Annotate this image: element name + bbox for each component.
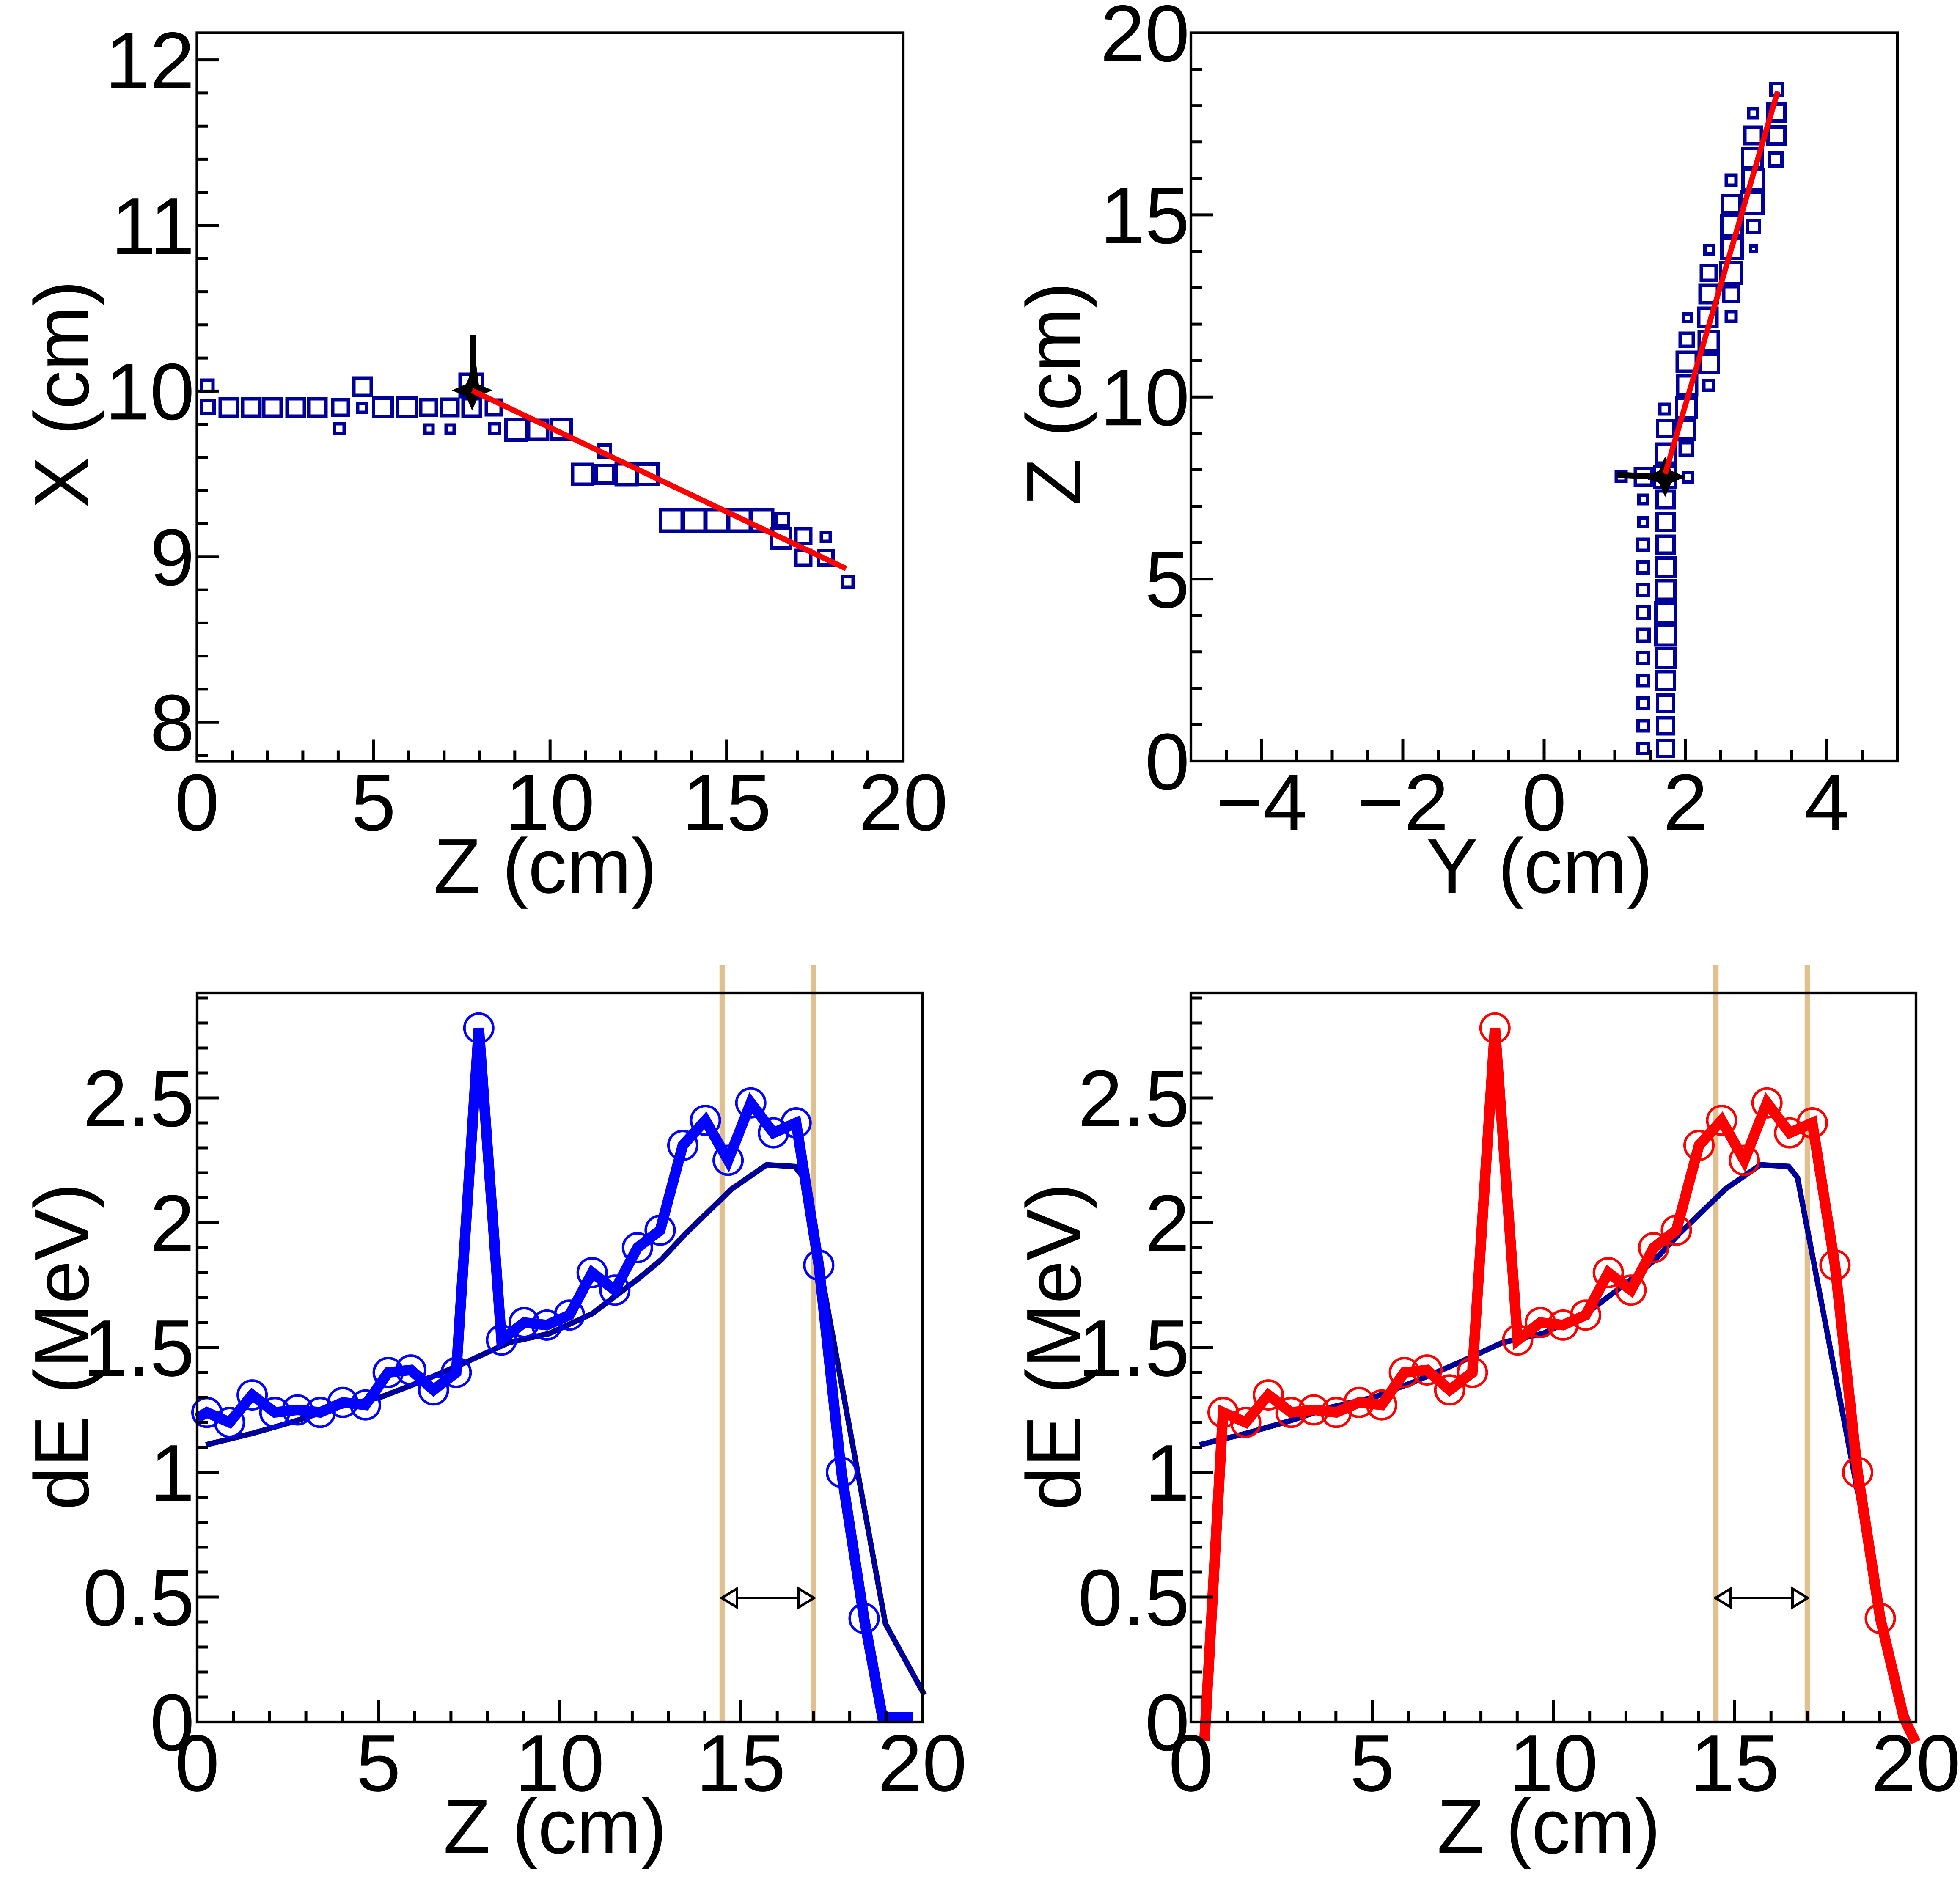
svg-text:dE (MeV): dE (MeV) (18, 1183, 105, 1510)
svg-text:0.5: 0.5 (1078, 1553, 1190, 1643)
svg-text:10: 10 (506, 758, 595, 847)
svg-text:11: 11 (111, 182, 195, 271)
svg-text:5: 5 (1145, 535, 1190, 625)
svg-text:1.5: 1.5 (1078, 1304, 1190, 1393)
svg-text:0: 0 (150, 1678, 195, 1768)
svg-text:0: 0 (175, 1719, 220, 1808)
svg-text:20: 20 (877, 1719, 967, 1808)
svg-text:5: 5 (351, 758, 396, 847)
svg-text:2.5: 2.5 (1078, 1054, 1190, 1144)
svg-text:dE (MeV): dE (MeV) (1010, 1183, 1097, 1510)
svg-text:X (cm): X (cm) (18, 281, 105, 509)
svg-text:0: 0 (1145, 717, 1190, 807)
svg-text:0: 0 (175, 758, 220, 847)
svg-text:4: 4 (1804, 758, 1849, 847)
svg-text:0: 0 (1522, 758, 1567, 847)
svg-text:Z (cm): Z (cm) (443, 1783, 667, 1870)
svg-text:0: 0 (1145, 1678, 1190, 1768)
svg-text:20: 20 (1100, 0, 1190, 79)
svg-text:20: 20 (858, 758, 948, 847)
svg-text:15: 15 (1100, 171, 1190, 261)
svg-text:10: 10 (515, 1719, 604, 1808)
svg-text:15: 15 (682, 758, 771, 847)
svg-text:15: 15 (696, 1719, 786, 1808)
svg-text:−4: −4 (1216, 758, 1308, 847)
svg-text:2: 2 (1663, 758, 1708, 847)
svg-text:10: 10 (105, 347, 195, 437)
svg-text:12: 12 (105, 16, 195, 106)
svg-text:8: 8 (150, 678, 195, 768)
svg-text:Z (cm): Z (cm) (434, 822, 657, 909)
svg-text:1.5: 1.5 (83, 1304, 195, 1393)
svg-text:−2: −2 (1357, 758, 1449, 847)
svg-text:15: 15 (1690, 1719, 1779, 1808)
svg-text:10: 10 (1509, 1719, 1598, 1808)
svg-text:20: 20 (1871, 1719, 1960, 1808)
svg-text:0.5: 0.5 (83, 1553, 195, 1643)
svg-text:1: 1 (1145, 1428, 1190, 1518)
svg-text:Y (cm): Y (cm) (1426, 822, 1652, 909)
svg-text:Z (cm): Z (cm) (1010, 282, 1097, 506)
svg-text:9: 9 (150, 513, 195, 602)
svg-text:5: 5 (356, 1719, 401, 1808)
svg-text:2.5: 2.5 (83, 1054, 195, 1144)
svg-text:1: 1 (150, 1428, 195, 1518)
svg-text:0: 0 (1168, 1719, 1213, 1808)
svg-text:Z (cm): Z (cm) (1437, 1783, 1660, 1870)
svg-text:10: 10 (1100, 353, 1190, 443)
svg-text:2: 2 (1145, 1179, 1190, 1268)
svg-text:5: 5 (1350, 1719, 1395, 1808)
svg-text:2: 2 (150, 1179, 195, 1268)
